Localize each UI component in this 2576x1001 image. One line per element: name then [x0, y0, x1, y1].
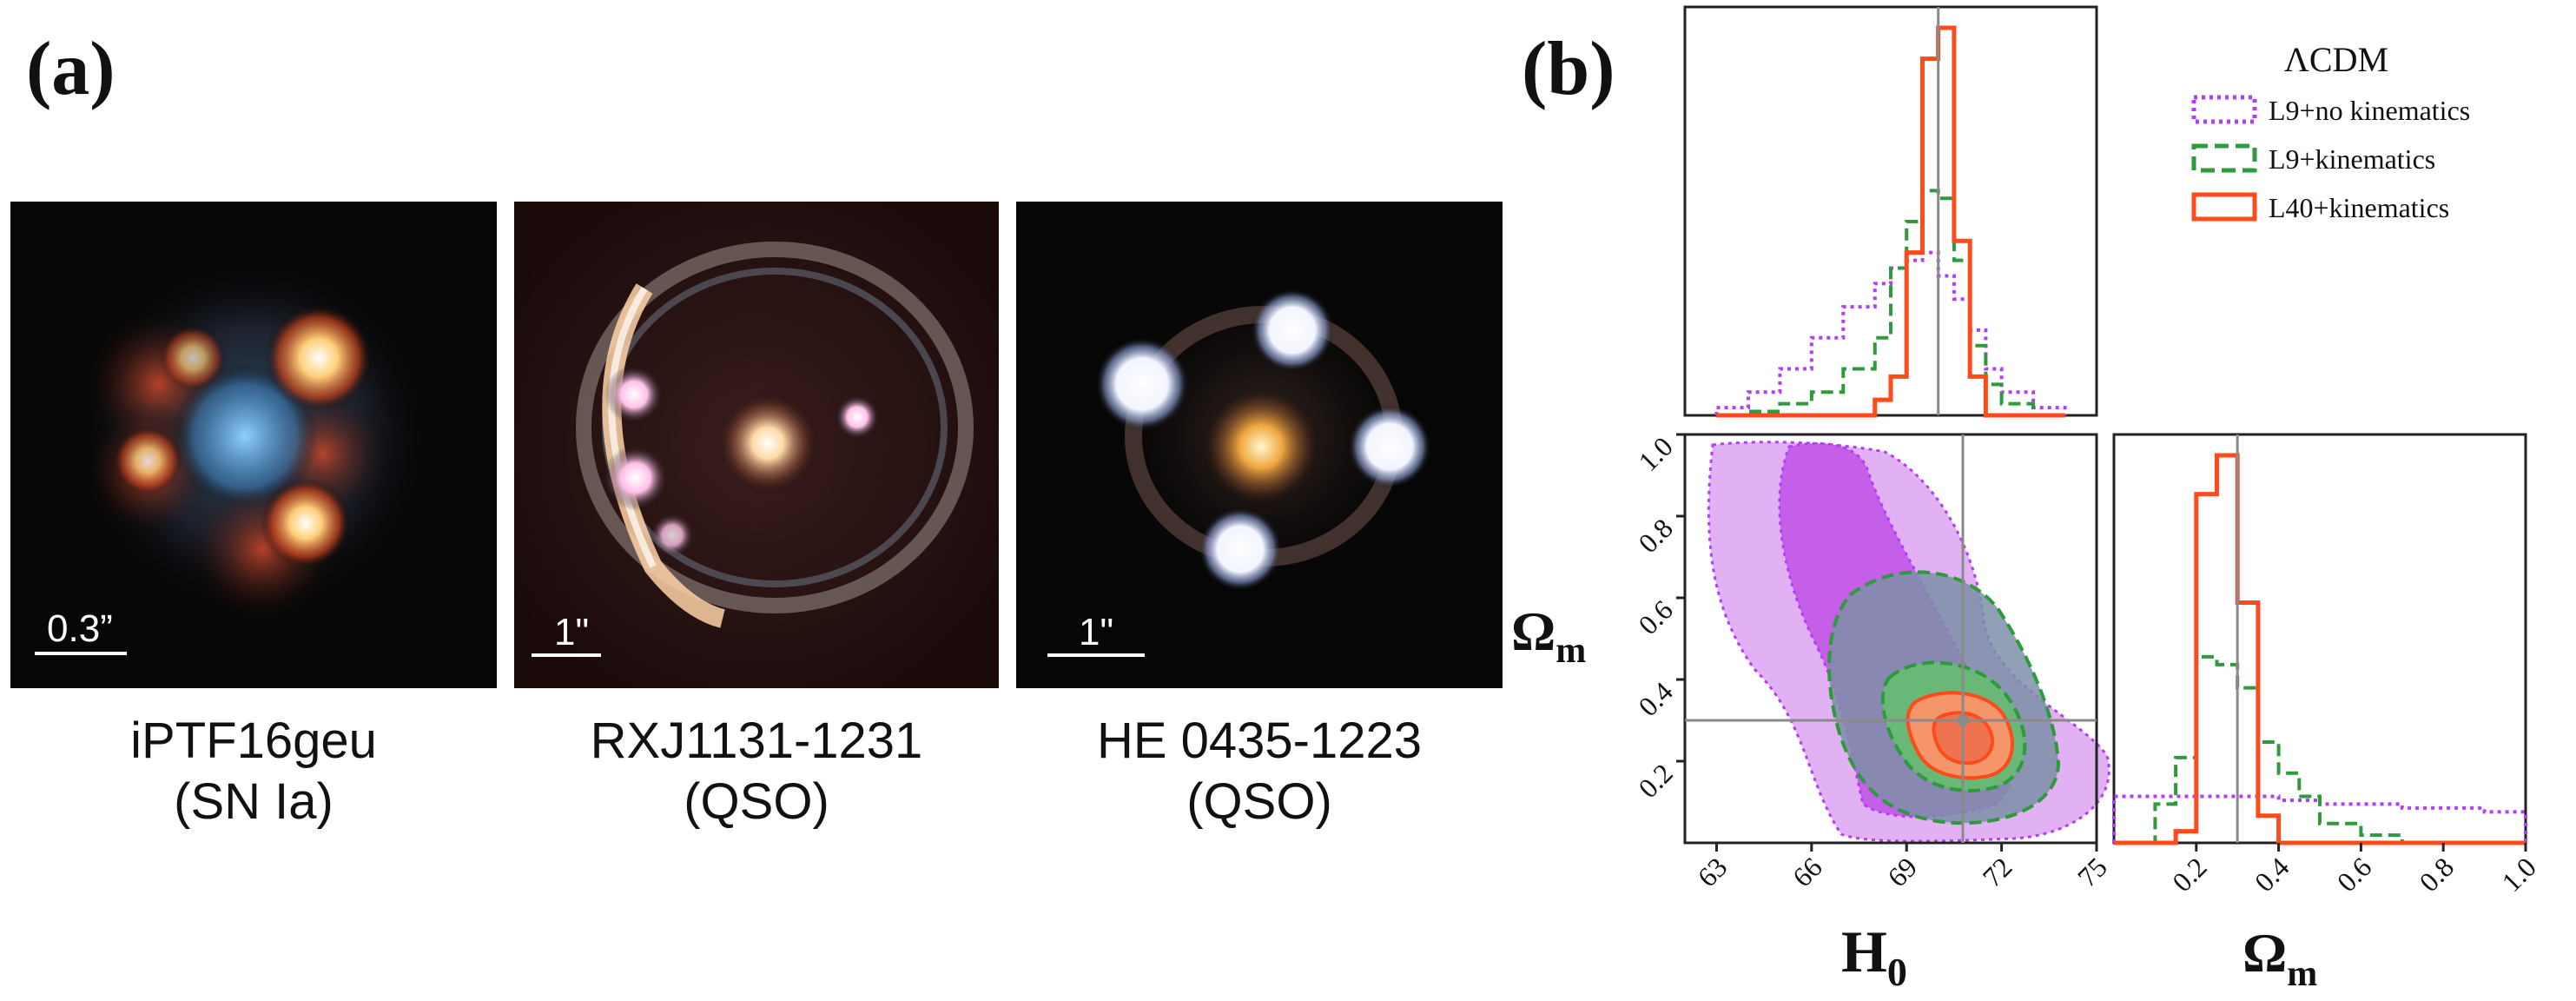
contour-frame — [1683, 433, 2098, 845]
caption-3: HE 0435-1223 (QSO) — [1016, 711, 1503, 832]
scale-label-3: 1" — [1079, 611, 1114, 653]
caption-2-type: (QSO) — [684, 772, 829, 830]
xlabel-om-sub: m — [2287, 954, 2317, 994]
legend-swatch-l9-no-kin — [2191, 95, 2257, 124]
h0-tick-label: 72 — [1976, 851, 2018, 892]
ylabel-om: Ωm — [1511, 600, 1586, 671]
h0-tick-label: 75 — [2071, 851, 2113, 892]
caption-1: iPTF16geu (SN Ia) — [10, 711, 497, 832]
caption-1-name: iPTF16geu — [130, 713, 377, 769]
ylabel-om-sub: m — [1556, 631, 1586, 671]
caption-1-type: (SN Ia) — [174, 772, 334, 830]
xlabel-h0: H0 — [1841, 918, 1907, 994]
panel-b-label: (b) — [1522, 27, 1615, 111]
ylabel-om-main: Ω — [1511, 600, 1556, 662]
h0-tick-label: 63 — [1691, 851, 1733, 892]
legend-label-l9-no-kin: L9+no kinematics — [2269, 95, 2470, 126]
om-x-tick-label: 0.6 — [2331, 851, 2378, 898]
caption-3-name: HE 0435-1223 — [1096, 713, 1423, 769]
legend-label-l9-kin: L9+kinematics — [2269, 143, 2435, 175]
om-y-tick-label: 0.8 — [1632, 512, 1679, 559]
xlabel-h0-sub: 0 — [1887, 950, 1907, 994]
om-x-tick-label: 1.0 — [2495, 851, 2542, 898]
om-y-tick-label: 0.6 — [1632, 593, 1679, 640]
xlabel-om-main: Ω — [2242, 922, 2287, 984]
panel-a-label: (a) — [26, 27, 116, 111]
lens-image-he0435: 1" — [1016, 202, 1503, 688]
scale-label-2: 1" — [554, 611, 590, 653]
om-y-tick-label: 0.2 — [1632, 757, 1679, 804]
legend-swatch-l9-kin — [2191, 143, 2257, 173]
lens-image-iptf16geu: 0.3” — [10, 202, 497, 688]
om-y-tick-label: 1.0 — [1632, 430, 1679, 477]
corner-plot: ΛCDM L9+no kinematics L9+kinematics L40+… — [1511, 5, 2542, 994]
h0-hist-l9-kin — [1716, 189, 2065, 417]
h0-tick-label: 69 — [1881, 851, 1923, 892]
om-x-tick-label: 0.2 — [2166, 851, 2213, 898]
xlabel-om: Ωm — [2242, 922, 2317, 994]
legend-label-l40-kin: L40+kinematics — [2269, 192, 2449, 223]
caption-3-type: (QSO) — [1186, 772, 1332, 830]
caption-2-name: RXJ1131-1231 — [590, 713, 923, 769]
om-x-tick-label: 0.8 — [2413, 851, 2460, 898]
om-hist-l9-no-kin — [2112, 794, 2527, 843]
legend-swatch-l40-kin — [2191, 192, 2257, 222]
h0-hist-frame — [1683, 5, 2098, 417]
legend-title: ΛCDM — [2284, 40, 2388, 79]
om-y-tick-label: 0.4 — [1632, 675, 1679, 722]
contour-panel — [1707, 441, 2110, 843]
h0-histogram — [1714, 7, 2067, 418]
h0-hist-l9-no-kin — [1714, 250, 2067, 415]
lens-image-rxj1131: 1" — [514, 202, 999, 688]
h0-hist-l40-kin — [1716, 25, 2065, 418]
om-hist-l40-kin — [2114, 453, 2526, 845]
om-hist-frame — [2112, 433, 2527, 845]
om-histogram — [2112, 434, 2527, 845]
om-hist-l9-kin — [2114, 654, 2526, 845]
scale-label-1: 0.3” — [47, 607, 113, 650]
h0-tick-label: 66 — [1787, 851, 1828, 892]
xlabel-h0-main: H — [1841, 918, 1887, 984]
om-x-tick-label: 0.4 — [2249, 851, 2295, 898]
caption-2: RXJ1131-1231 (QSO) — [514, 711, 999, 832]
truth-point — [1957, 714, 1969, 726]
